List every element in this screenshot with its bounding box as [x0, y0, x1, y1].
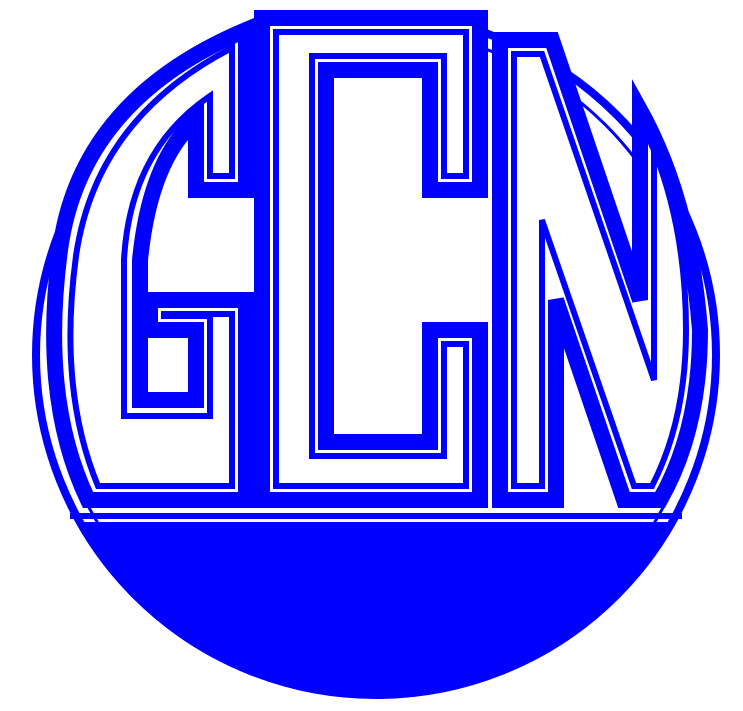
letter-g: [46, 17, 254, 508]
lower-band: [36, 522, 716, 695]
letter-n: [492, 32, 709, 508]
letter-c: [254, 10, 488, 508]
